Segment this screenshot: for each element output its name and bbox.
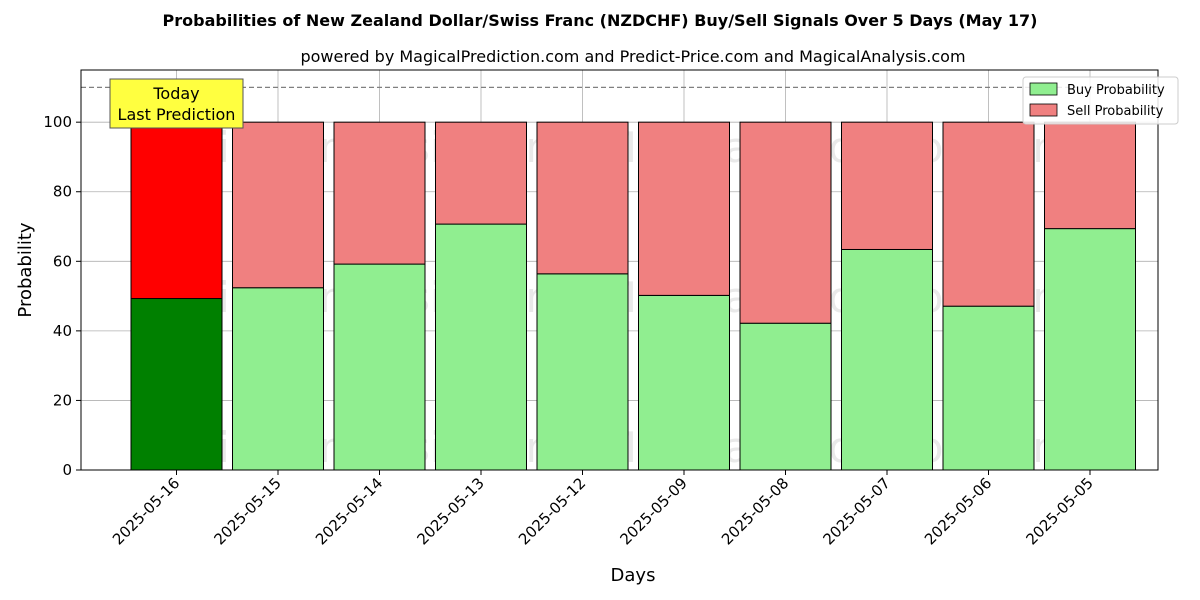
- legend-box: [1022, 76, 1179, 125]
- x-tick-label: 2025-05-08: [718, 474, 792, 548]
- legend: Buy Probability Sell Probability: [1022, 76, 1179, 125]
- x-axis-label: Days: [611, 565, 656, 586]
- x-axis-ticks: 2025-05-16 2025-05-15 2025-05-14 2025-05-13…: [109, 470, 1097, 548]
- bar-sell: [232, 121, 324, 289]
- annotation-line1: Today: [152, 84, 199, 103]
- chart-title: Probabilities of New Zealand Dollar/Swis…: [163, 11, 1038, 30]
- y-tick-label: 80: [53, 183, 72, 201]
- bar-buy: [841, 248, 933, 471]
- bar-sell: [536, 121, 629, 275]
- bar-buy: [739, 322, 832, 471]
- legend-swatch-buy: [1029, 82, 1058, 96]
- bar-sell: [435, 121, 527, 225]
- bar-sell: [130, 121, 223, 300]
- y-axis-ticks: 0 20 40 60 80 100: [43, 113, 81, 479]
- x-tick-label: 2025-05-07: [819, 474, 893, 548]
- bar-buy: [333, 263, 426, 471]
- bar-sell: [739, 121, 832, 324]
- bar-buy: [1044, 228, 1136, 471]
- legend-label-buy: Buy Probability: [1067, 83, 1165, 98]
- y-axis-label: Probability: [15, 222, 36, 317]
- bar-sell: [333, 121, 426, 265]
- y-tick-label: 20: [53, 391, 72, 409]
- y-tick-label: 0: [62, 461, 72, 479]
- legend-swatch-sell: [1029, 103, 1058, 117]
- bars: [130, 121, 1136, 471]
- bar-buy: [232, 287, 324, 471]
- x-tick-label: 2025-05-13: [413, 474, 487, 548]
- x-tick-label: 2025-05-05: [1022, 474, 1096, 548]
- chart-subtitle: powered by MagicalPrediction.com and Pre…: [300, 47, 965, 66]
- bar-sell: [1044, 121, 1136, 230]
- bar-buy: [942, 305, 1035, 471]
- today-annotation: Today Last Prediction: [109, 78, 244, 129]
- y-tick-label: 100: [43, 113, 72, 131]
- bar-buy: [130, 298, 223, 471]
- bar-sell: [841, 121, 933, 250]
- y-tick-label: 40: [53, 322, 72, 340]
- x-tick-label: 2025-05-16: [109, 474, 183, 548]
- annotation-box: [109, 78, 244, 129]
- x-tick-label: 2025-05-06: [921, 474, 995, 548]
- annotation-line2: Last Prediction: [118, 105, 236, 124]
- bar-buy: [536, 273, 629, 471]
- x-tick-label: 2025-05-14: [312, 474, 386, 548]
- y-tick-label: 60: [53, 252, 72, 270]
- bar-buy: [638, 294, 730, 471]
- x-tick-label: 2025-05-09: [616, 474, 690, 548]
- x-tick-label: 2025-05-15: [210, 474, 284, 548]
- bar-sell: [638, 121, 730, 296]
- x-tick-label: 2025-05-12: [515, 474, 589, 548]
- bar-buy: [435, 223, 527, 471]
- legend-label-sell: Sell Probability: [1067, 104, 1164, 119]
- plot-frame: [80, 69, 1159, 471]
- bar-sell: [942, 121, 1035, 307]
